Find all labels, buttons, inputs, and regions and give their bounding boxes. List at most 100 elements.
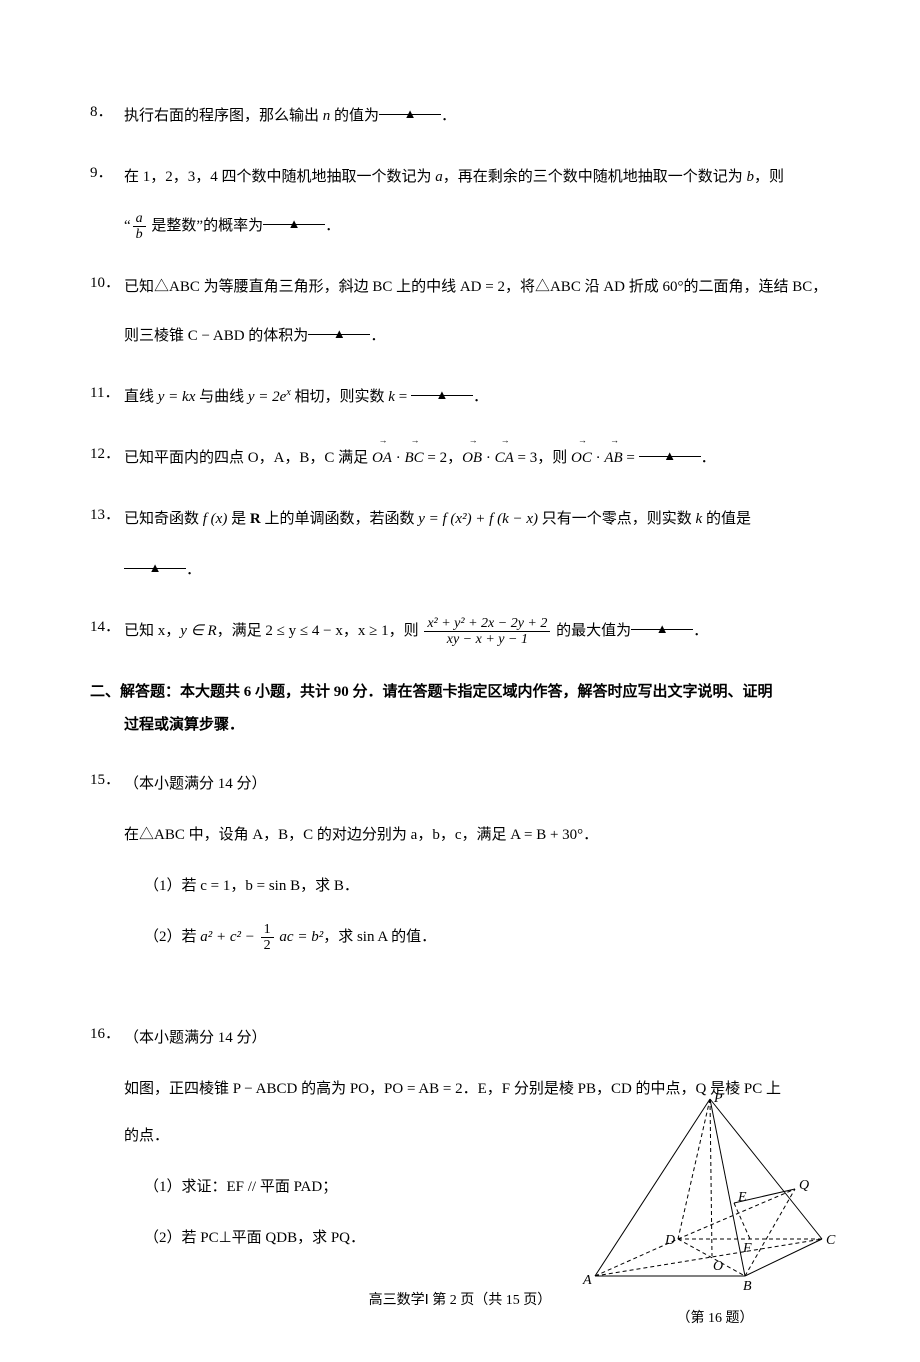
problem-11: 11． 直线 y = kx 与曲线 y = 2ex 相切，则实数 k = ． — [90, 381, 830, 414]
problem-number: 16． — [90, 1022, 124, 1255]
text: 的值是 — [702, 511, 751, 527]
problem-number: 14． — [90, 615, 124, 648]
label-D: D — [664, 1233, 675, 1248]
text: 已知 x， — [124, 623, 180, 639]
problem-16: 16． （本小题满分 14 分） 如图，正四棱锥 P − ABCD 的高为 PO… — [90, 1022, 830, 1255]
section-line1: 二、解答题：本大题共 6 小题，共计 90 分．请在答题卡指定区域内作答，解答时… — [90, 684, 773, 700]
text: 则三棱锥 C − ABD 的体积为 — [124, 328, 308, 344]
answer-blank — [379, 100, 441, 115]
section-line2: 过程或演算步骤． — [124, 709, 830, 742]
text: 直线 — [124, 389, 158, 405]
problem-9: 9． 在 1，2，3，4 四个数中随机地抽取一个数记为 a，再在剩余的三个数中随… — [90, 161, 830, 243]
subtitle: （本小题满分 14 分） — [124, 776, 267, 792]
label-E: E — [737, 1190, 747, 1205]
text: 已知平面内的四点 O，A，B，C 满足 — [124, 450, 372, 466]
equation: a² + c² − — [200, 929, 258, 945]
text: 已知奇函数 — [124, 511, 203, 527]
label-C: C — [826, 1233, 836, 1248]
equation: y = kx — [158, 389, 196, 405]
text: 的最大值为 — [552, 623, 631, 639]
answer-blank — [308, 320, 370, 335]
problem-8: 8． 执行右面的程序图，那么输出 n 的值为． — [90, 100, 830, 133]
var-k: k — [388, 389, 395, 405]
text: ，求 sin A 的值． — [323, 929, 436, 945]
sub-problem-2: （2）若 a² + c² − 12 ac = b²，求 sin A 的值． — [144, 921, 830, 954]
problem-number: 11． — [90, 381, 124, 414]
vector-AB: AB — [604, 442, 622, 475]
text: 在△ABC 中，设角 A，B，C 的对边分别为 a，b，c，满足 A = B +… — [124, 819, 830, 852]
answer-blank — [411, 381, 473, 396]
problem-body: （本小题满分 14 分） 在△ABC 中，设角 A，B，C 的对边分别为 a，b… — [124, 768, 830, 954]
problem-15: 15． （本小题满分 14 分） 在△ABC 中，设角 A，B，C 的对边分别为… — [90, 768, 830, 954]
var-a: a — [435, 169, 443, 185]
equation: ac = b² — [276, 929, 324, 945]
text: ， — [447, 450, 462, 466]
problem-body: 在 1，2，3，4 四个数中随机地抽取一个数记为 a，再在剩余的三个数中随机地抽… — [124, 161, 830, 243]
fraction: 12 — [261, 922, 274, 954]
text: = — [395, 389, 411, 405]
equation: y = f (x²) + f (k − x) — [418, 511, 538, 527]
text: 与曲线 — [195, 389, 248, 405]
problem-number: 9． — [90, 161, 124, 243]
vector-BC: BC — [404, 442, 423, 475]
label-O: O — [713, 1259, 723, 1274]
problem-number: 8． — [90, 100, 124, 133]
text: 执行右面的程序图，那么输出 — [124, 108, 323, 124]
text: 只有一个零点，则实数 — [538, 511, 696, 527]
text: ，则 — [754, 169, 784, 185]
var-b: b — [747, 169, 755, 185]
answer-blank — [631, 615, 693, 630]
pyramid-svg: P A B C D E F O Q — [580, 1094, 850, 1294]
numerator: x² + y² + 2x − 2y + 2 — [424, 616, 550, 632]
problem-number: 12． — [90, 442, 124, 475]
answer-blank — [639, 442, 701, 457]
problem-14: 14． 已知 x，y ∈ R，满足 2 ≤ y ≤ 4 − x，x ≥ 1，则 … — [90, 615, 830, 648]
fraction: x² + y² + 2x − 2y + 2xy − x + y − 1 — [424, 616, 550, 648]
fraction: ab — [133, 211, 146, 243]
text: 上的单调函数，若函数 — [261, 511, 419, 527]
label-F: F — [742, 1241, 752, 1256]
section-header: 二、解答题：本大题共 6 小题，共计 90 分．请在答题卡指定区域内作答，解答时… — [90, 676, 830, 742]
problem-number: 13． — [90, 503, 124, 587]
text: y ∈ R — [180, 623, 216, 639]
text: 在 1，2，3，4 四个数中随机地抽取一个数记为 — [124, 169, 435, 185]
label-B: B — [743, 1279, 752, 1294]
pyramid-diagram: P A B C D E F O Q （第 16 题） — [580, 1094, 850, 1330]
denominator: xy − x + y − 1 — [424, 632, 550, 647]
problem-number: 10． — [90, 271, 124, 353]
problem-13: 13． 已知奇函数 f (x) 是 R 上的单调函数，若函数 y = f (x²… — [90, 503, 830, 587]
text: ，再在剩余的三个数中随机地抽取一个数记为 — [443, 169, 747, 185]
sub-problem-1: （1）若 c = 1，b = sin B，求 B． — [144, 870, 830, 903]
problem-body: 执行右面的程序图，那么输出 n 的值为． — [124, 100, 830, 133]
problem-body: 直线 y = kx 与曲线 y = 2ex 相切，则实数 k = ． — [124, 381, 830, 414]
equation: y = 2e — [248, 389, 286, 405]
vector-OB: OB — [462, 442, 482, 475]
text: ，满足 2 ≤ y ≤ 4 − x，x ≥ 1，则 — [217, 623, 423, 639]
text: 是整数”的概率为 — [148, 218, 263, 234]
problem-12: 12． 已知平面内的四点 O，A，B，C 满足 OA · BC = 2，OB ·… — [90, 442, 830, 475]
numerator: 1 — [261, 922, 274, 938]
problem-number: 15． — [90, 768, 124, 954]
answer-blank — [263, 210, 325, 225]
text: 已知△ABC 为等腰直角三角形，斜边 BC 上的中线 AD = 2，将△ABC … — [124, 279, 827, 295]
equation: f (x) — [203, 511, 228, 527]
text: = 3 — [514, 450, 537, 466]
vector-CA: CA — [495, 442, 514, 475]
text: = — [623, 450, 639, 466]
denominator: b — [133, 227, 146, 242]
text: 的值为 — [330, 108, 379, 124]
text: ，则 — [537, 450, 571, 466]
problem-body: 已知平面内的四点 O，A，B，C 满足 OA · BC = 2，OB · CA … — [124, 442, 830, 475]
problem-body: 已知奇函数 f (x) 是 R 上的单调函数，若函数 y = f (x²) + … — [124, 503, 830, 587]
problem-body: 已知△ABC 为等腰直角三角形，斜边 BC 上的中线 AD = 2，将△ABC … — [124, 271, 830, 353]
vector-OA: OA — [372, 442, 392, 475]
text: 是 — [227, 511, 250, 527]
numerator: a — [133, 211, 146, 227]
label-A: A — [582, 1273, 592, 1288]
denominator: 2 — [261, 938, 274, 953]
text: 相切，则实数 — [291, 389, 389, 405]
set-R: R — [250, 511, 261, 527]
text: “ — [124, 218, 131, 234]
problem-body: 已知 x，y ∈ R，满足 2 ≤ y ≤ 4 − x，x ≥ 1，则 x² +… — [124, 615, 830, 648]
answer-blank — [124, 554, 186, 569]
